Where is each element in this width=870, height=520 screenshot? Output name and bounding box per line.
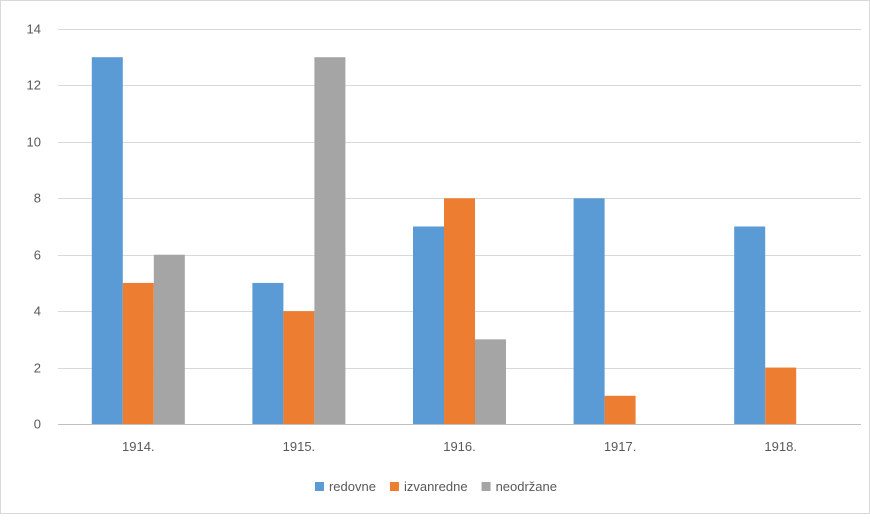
y-axis-ticks: 0 2 4 6 8 10 12 14 <box>27 22 41 432</box>
legend: redovne izvanredne neodržane <box>314 479 557 494</box>
bars <box>91 57 797 424</box>
legend-label: neodržane <box>496 479 557 494</box>
y-tick-label: 10 <box>27 135 41 150</box>
bar-redovne-4 <box>734 226 766 424</box>
y-tick-label: 4 <box>34 304 41 319</box>
bar-redovne-3 <box>573 198 605 424</box>
bar-neodržane-0 <box>153 254 185 424</box>
y-tick-label: 12 <box>27 78 41 93</box>
y-tick-label: 8 <box>34 191 41 206</box>
legend-label: redovne <box>329 479 376 494</box>
bar-redovne-0 <box>91 57 123 424</box>
y-tick-label: 2 <box>34 361 41 376</box>
y-tick-label: 14 <box>27 22 41 37</box>
bar-neodržane-1 <box>314 57 346 424</box>
bar-izvanredne-2 <box>444 198 475 424</box>
x-tick-label: 1918. <box>764 439 797 454</box>
legend-swatch-izvanredne <box>389 482 399 491</box>
x-tick-label: 1914. <box>122 439 155 454</box>
bar-neodržane-2 <box>475 339 506 424</box>
x-axis-ticks: 1914. 1915. 1916. 1917. 1918. <box>122 439 797 454</box>
bar-redovne-1 <box>252 282 284 424</box>
legend-swatch-redovne <box>314 482 324 491</box>
bar-izvanredne-0 <box>122 282 154 424</box>
bar-redovne-2 <box>413 226 444 424</box>
y-tick-label: 0 <box>34 417 41 432</box>
x-tick-label: 1916. <box>443 439 476 454</box>
y-tick-label: 6 <box>34 248 41 263</box>
legend-label: izvanredne <box>404 479 468 494</box>
bar-izvanredne-4 <box>765 367 797 424</box>
x-tick-label: 1917. <box>604 439 637 454</box>
legend-swatch-neodržane <box>481 482 491 491</box>
x-tick-label: 1915. <box>283 439 316 454</box>
bar-izvanredne-3 <box>604 395 636 424</box>
bar-izvanredne-1 <box>283 311 315 424</box>
